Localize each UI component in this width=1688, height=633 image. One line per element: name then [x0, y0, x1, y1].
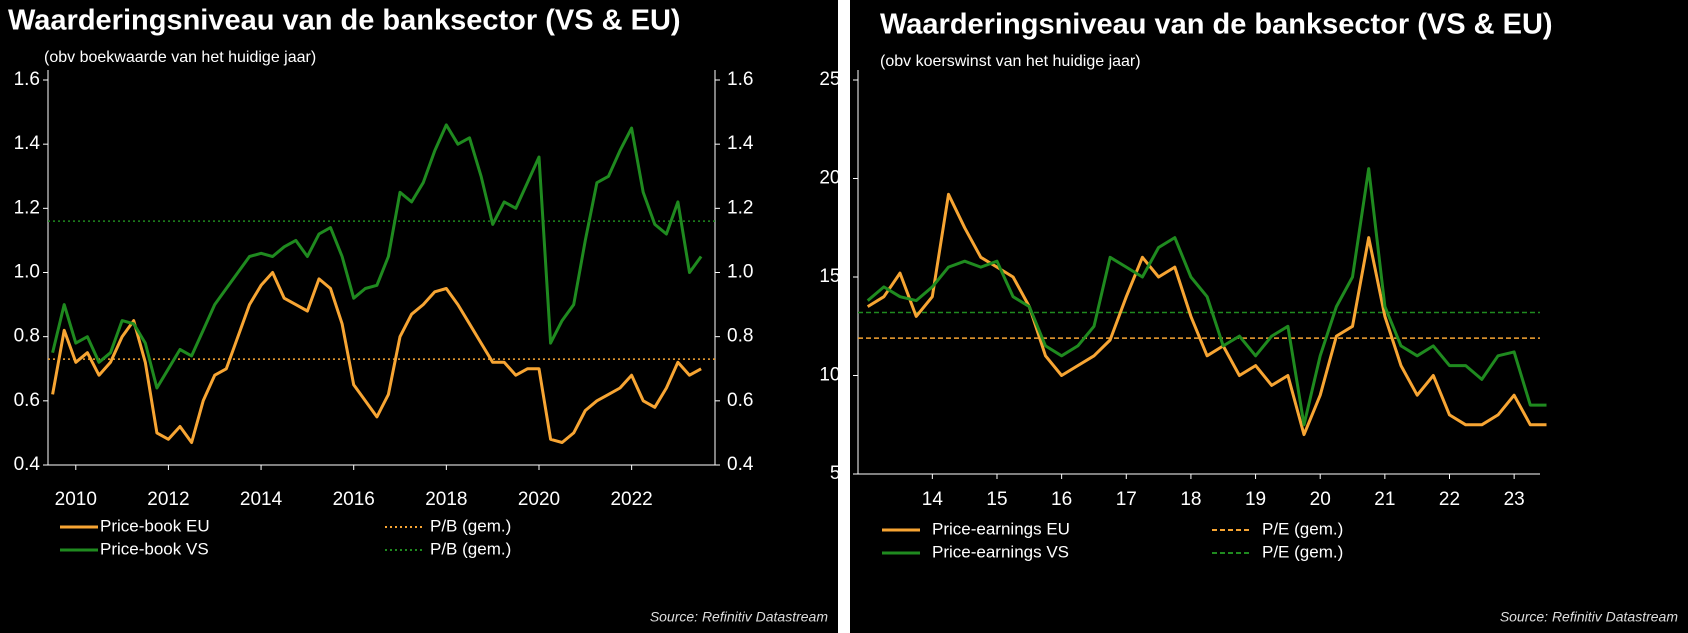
- legend-label: P/E (gem.): [1262, 542, 1343, 561]
- x-tick-label: 2014: [240, 489, 283, 510]
- y2-tick-label: 1.0: [727, 262, 753, 283]
- x-tick-label: 15: [986, 489, 1007, 510]
- chart-subtitle: (obv koerswinst van het huidige jaar): [880, 53, 1141, 70]
- y-tick-label: 15x: [819, 266, 850, 287]
- x-tick-label: 23: [1504, 489, 1525, 510]
- panel-background: [0, 0, 838, 633]
- x-tick-label: 22: [1439, 489, 1460, 510]
- y-tick-label: 5x: [830, 463, 851, 484]
- x-tick-label: 2012: [147, 489, 189, 510]
- y-tick-label: 0.8: [14, 326, 40, 347]
- y-tick-label: 1.6: [14, 69, 40, 90]
- y2-tick-label: 1.2: [727, 197, 753, 218]
- x-tick-label: 2022: [610, 489, 652, 510]
- x-tick-label: 2018: [425, 489, 467, 510]
- x-tick-label: 18: [1180, 489, 1201, 510]
- x-tick-label: 17: [1116, 489, 1137, 510]
- chart-title: Waarderingsniveau van de banksector (VS …: [880, 9, 1553, 41]
- y-tick-label: 1.0: [14, 262, 40, 283]
- legend-label: P/B (gem.): [430, 516, 511, 535]
- legend-label: P/B (gem.): [430, 539, 511, 558]
- x-tick-label: 20: [1310, 489, 1331, 510]
- y-tick-label: 1.4: [14, 133, 41, 154]
- y2-tick-label: 0.6: [727, 390, 753, 411]
- x-tick-label: 16: [1051, 489, 1072, 510]
- legend-label: Price-earnings VS: [932, 542, 1069, 561]
- y-tick-label: 1.2: [14, 197, 40, 218]
- legend-label: Price-book VS: [100, 539, 209, 558]
- y-tick-label: 25x: [819, 69, 850, 90]
- legend-label: P/E (gem.): [1262, 519, 1343, 538]
- source-note: Source: Refinitiv Datastream: [650, 609, 829, 625]
- source-note: Source: Refinitiv Datastream: [1500, 609, 1679, 625]
- x-tick-label: 19: [1245, 489, 1266, 510]
- y2-tick-label: 0.8: [727, 326, 753, 347]
- legend-label: Price-book EU: [100, 516, 210, 535]
- x-tick-label: 14: [922, 489, 944, 510]
- chart-subtitle: (obv boekwaarde van het huidige jaar): [44, 49, 316, 66]
- x-tick-label: 2010: [55, 489, 97, 510]
- x-tick-label: 2016: [333, 489, 375, 510]
- y-tick-label: 20x: [819, 168, 850, 189]
- y-tick-label: 10x: [819, 365, 850, 386]
- y2-tick-label: 0.4: [727, 454, 754, 475]
- x-tick-label: 21: [1374, 489, 1395, 510]
- y2-tick-label: 1.6: [727, 69, 753, 90]
- y-tick-label: 0.6: [14, 390, 40, 411]
- x-tick-label: 2020: [518, 489, 560, 510]
- y2-tick-label: 1.4: [727, 133, 754, 154]
- chart-title: Waarderingsniveau van de banksector (VS …: [8, 5, 681, 37]
- y-tick-label: 0.4: [14, 454, 41, 475]
- legend-label: Price-earnings EU: [932, 519, 1070, 538]
